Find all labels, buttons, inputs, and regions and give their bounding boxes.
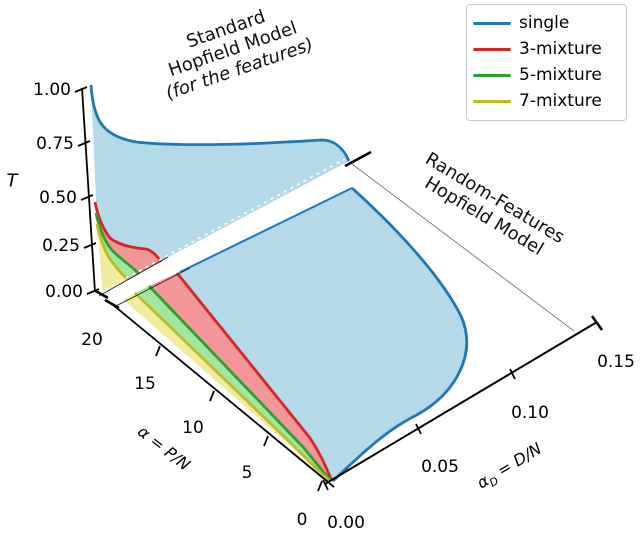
- t-tick-0.75: 0.75: [36, 134, 74, 154]
- alphaD-tick-0.15: 0.15: [597, 352, 635, 372]
- break-slash-3: [344, 150, 372, 168]
- alpha-tick-0: 0: [297, 510, 308, 530]
- surface-3mixture-curve: [175, 272, 333, 480]
- wall-break-dashed-line: [105, 158, 346, 290]
- alpha-axis: [111, 303, 335, 488]
- legend-label: single: [519, 13, 570, 33]
- surface-single-curve: [332, 186, 469, 483]
- legend-item-3-mixture: 3-mixture: [473, 36, 618, 62]
- legend-line-swatch-single: [473, 21, 511, 25]
- t-axis-label: T: [7, 171, 18, 192]
- legend-line-swatch-7-mixture: [473, 99, 511, 103]
- surface-7mixture-fill: [124, 293, 330, 481]
- t-tick-0.25: 0.25: [42, 236, 80, 256]
- t-tick-0.00: 0.00: [45, 282, 83, 302]
- legend-item-single: single: [473, 10, 618, 36]
- break-slash-1: [93, 288, 109, 300]
- t-axis: [81, 87, 96, 293]
- alphaD-axis-end-tick: [590, 315, 604, 331]
- alpha-tick-15: 15: [134, 374, 156, 394]
- alphaD-axis-ticks: [322, 368, 516, 491]
- t-tick-0.50: 0.50: [39, 188, 77, 208]
- legend-item-5-mixture: 5-mixture: [473, 62, 618, 88]
- wall-single-fill: [91, 85, 349, 292]
- alpha-tick-5: 5: [242, 463, 253, 483]
- wall-7mixture-curve: [95, 223, 129, 281]
- surface-7mixture-curve: [134, 291, 330, 482]
- pane-edge-line: [351, 163, 575, 332]
- wall-3mixture-curve: [93, 201, 163, 263]
- legend: single 3-mixture 5-mixture 7-mixture: [466, 4, 627, 121]
- surface-5mixture-fill: [135, 286, 330, 480]
- surface-single-fill: [177, 188, 467, 482]
- legend-label: 5-mixture: [519, 65, 602, 85]
- alphaD-tick-0.00: 0.00: [327, 513, 365, 533]
- t-axis-ticks: [74, 86, 100, 295]
- break-lower-cut-line: [113, 267, 191, 308]
- legend-line-swatch-5-mixture: [473, 73, 511, 77]
- wall-5mixture-curve: [94, 212, 140, 275]
- surface-single-topedge: [179, 187, 353, 273]
- alpha-axis-ticks: [155, 345, 323, 492]
- alpha-tick-20: 20: [81, 330, 103, 350]
- legend-line-swatch-3-mixture: [473, 47, 511, 51]
- wall-single-curve: [89, 84, 351, 162]
- break-upper-cut-line: [98, 256, 169, 297]
- legend-item-7-mixture: 7-mixture: [473, 88, 618, 114]
- wall-7mixture-fill: [97, 224, 128, 292]
- legend-label: 3-mixture: [519, 39, 602, 59]
- alphaD-tick-0.05: 0.05: [421, 457, 459, 477]
- alphaD-tick-0.10: 0.10: [511, 403, 549, 423]
- alphaD-axis: [324, 321, 598, 485]
- t-tick-1.00: 1.00: [33, 80, 71, 100]
- alpha-tick-10: 10: [182, 418, 204, 438]
- t-axis-label-text: T: [6, 170, 18, 192]
- legend-label: 7-mixture: [519, 91, 602, 111]
- legend-items: single 3-mixture 5-mixture 7-mixture: [473, 10, 618, 114]
